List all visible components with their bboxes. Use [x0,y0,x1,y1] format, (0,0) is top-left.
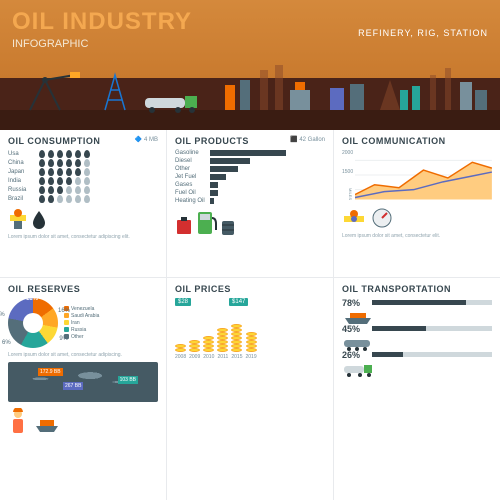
world-map: 172.9 BB 267 BB 103 BB [8,362,158,402]
product-bar: Diesel [175,158,325,164]
gauge-icon [370,206,394,230]
reserves-title: OIL RESERVES [8,284,158,294]
ship-icon [342,312,374,324]
hero-tagline: REFINERY, RIG, STATION [358,28,488,38]
barrel-icon [221,220,235,236]
legend-item: Iran [64,320,99,326]
consumption-row: Brazil [8,195,158,203]
section-prices: OIL PRICES $28 $147 20082009201020112015… [167,278,333,500]
price-column: 2008 [175,344,186,360]
price-column: 2010 [203,336,214,360]
refinery-illustration [0,60,500,130]
consumption-lorem: Lorem ipsum dolor sit amet, consectetur … [8,234,158,241]
truck-icon [342,364,374,376]
consumption-row: Japan [8,168,158,176]
product-bar: Gasoline [175,150,325,156]
consumption-row: China [8,159,158,167]
consumption-row: Russia [8,186,158,194]
transport-row: 45% [342,324,492,350]
hero-banner: OIL INDUSTRY INFOGRAPHIC REFINERY, RIG, … [0,0,500,130]
price-column: 2011 [217,328,228,360]
valve-icon [8,207,28,231]
legend-item: Other [64,334,99,340]
product-bar: Other [175,166,325,172]
consumption-note: 🔷 4 MB [135,136,158,143]
pipeline-valve-icon [342,206,366,230]
product-bar: Gases [175,182,325,188]
consumption-row: Usa [8,150,158,158]
comm-lorem: Lorem ipsum dolor sit amet, consectetur … [342,233,492,240]
section-transportation: OIL TRANSPORTATION 78%45%26% [334,278,500,500]
section-reserves: OIL RESERVES 18% 3% 6% 16% 9% VenezuelaS… [0,278,166,500]
worker-icon [8,408,28,434]
price-column: 2015 [231,324,242,360]
products-note: ⬛ 42 Gallon [290,136,325,143]
product-bar: Fuel Oil [175,190,325,196]
section-communication: OIL COMMUNICATION 2000 1500 MILES Lorem … [334,130,500,277]
communication-title: OIL COMMUNICATION [342,136,492,146]
reserves-lorem: Lorem ipsum dolor sit amet, consectetur … [8,352,158,359]
oil-drop-icon [32,209,46,229]
price-column: 2009 [189,340,200,360]
comm-ylabel: MILES [342,188,353,200]
prices-title: OIL PRICES [175,284,325,294]
transport-row: 78% [342,298,492,324]
rail-icon [342,338,374,350]
gas-pump-icon [196,208,218,236]
reserves-pie [8,298,58,348]
transport-title: OIL TRANSPORTATION [342,284,492,294]
product-bar: Jet Fuel [175,174,325,180]
prices-chart: 20082009201020112015 2019 [175,310,325,360]
legend-item: Russia [64,327,99,333]
transport-row: 26% [342,350,492,376]
consumption-row: India [8,177,158,185]
comm-ytick: 2000 [342,150,353,156]
comm-ytick: 1500 [342,169,353,175]
jerrycan-icon [175,216,193,236]
tanker-ship-icon [34,414,60,434]
section-consumption: OIL CONSUMPTION 🔷 4 MB UsaChinaJapanIndi… [0,130,166,277]
communication-chart [355,150,492,200]
price-column: 2019 [246,332,257,360]
hero-subtitle: INFOGRAPHIC [12,38,488,50]
section-products: OIL PRODUCTS ⬛ 42 Gallon GasolineDieselO… [167,130,333,277]
price-high: $147 [229,298,248,306]
product-bar: Heating Oil [175,198,325,204]
price-low: $28 [175,298,191,306]
